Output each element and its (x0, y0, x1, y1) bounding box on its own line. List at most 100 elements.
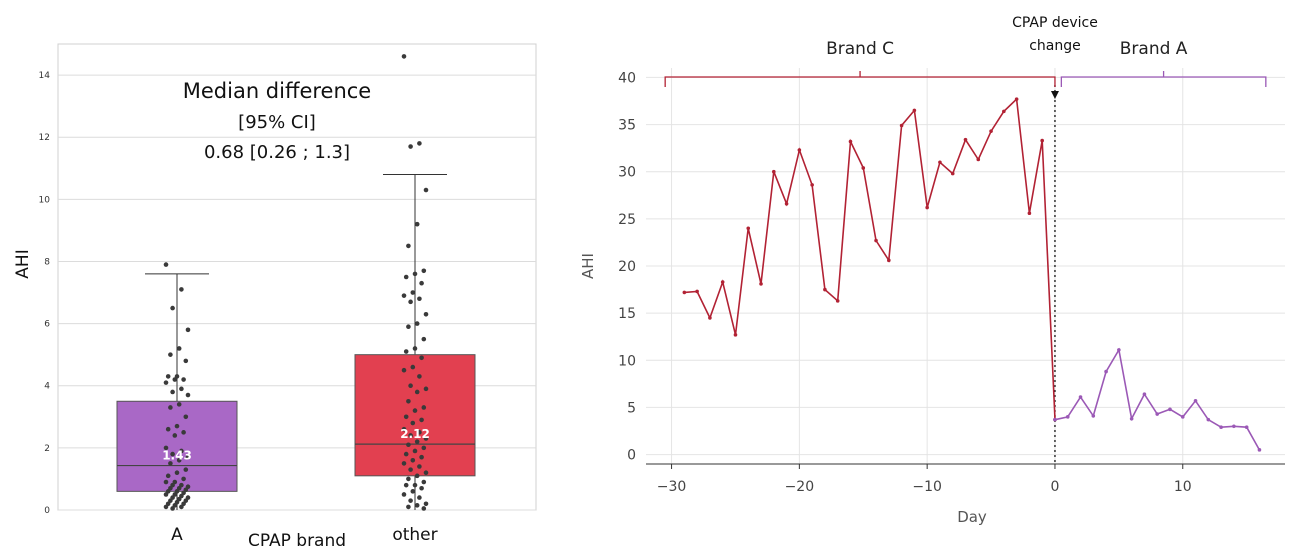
boxplot-data-point (168, 405, 173, 410)
boxplot-panel: 0 2 4 6 8 10 12 14 1.43 2.12 Median difference [… (13, 43, 537, 550)
device-change-line (1050, 85, 1059, 464)
series-point (989, 129, 993, 133)
boxplot-y-tick-label: 2 (44, 444, 50, 454)
series-point (835, 299, 840, 303)
boxplot-data-point (408, 299, 413, 305)
series-point (708, 316, 712, 320)
boxplot-data-point (165, 473, 171, 479)
series-point (1244, 425, 1249, 430)
boxplot-data-point (419, 417, 424, 423)
boxplot-median-label: 1.43 (162, 449, 192, 463)
boxplot-y-tick-label: 0 (44, 506, 50, 516)
boxplot-data-point (408, 383, 413, 389)
boxplot-data-point (406, 504, 411, 510)
boxplot-data-point (163, 445, 169, 451)
linechart-y-tick-label: 25 (618, 212, 636, 228)
boxplot-y-tick-label: 14 (39, 71, 51, 81)
boxplot-data-point (403, 482, 409, 488)
boxplot-box-A (116, 400, 238, 492)
linechart-annotations: Brand C Brand A CPAP device change (664, 15, 1267, 87)
boxplot-y-tick-label: 10 (39, 195, 51, 205)
linechart-x-tick-label: −20 (785, 479, 815, 495)
series-point (1065, 415, 1070, 419)
boxplot-data-point (168, 352, 173, 357)
boxplot-data-point (406, 398, 411, 404)
boxplot-data-point (172, 377, 178, 382)
boxplot-data-point (165, 426, 171, 432)
boxplot-data-point (421, 336, 427, 342)
linechart-x-tick-label: −30 (657, 479, 687, 495)
boxplot-y-ticks: 0 2 4 6 8 10 12 14 (39, 71, 51, 516)
boxplot-data-point (163, 380, 169, 385)
boxplot-data-point (181, 377, 186, 382)
boxplot-data-point (163, 492, 169, 497)
series-point (810, 183, 814, 187)
boxplot-data-point (185, 392, 191, 398)
series-point (1027, 211, 1032, 215)
linechart-x-axis-label: Day (957, 508, 987, 526)
boxplot-data-point (179, 504, 184, 510)
series-line-brand-c (684, 97, 1056, 420)
boxplot-data-point (170, 451, 175, 457)
series-point (695, 289, 699, 294)
linechart-y-tick-label: 0 (627, 448, 636, 464)
device-change-arrowhead (1050, 91, 1059, 99)
series-point (848, 139, 853, 144)
series-point (963, 137, 968, 142)
boxplot-data-point (410, 364, 416, 370)
boxplot-data-point (170, 305, 175, 311)
series-point (925, 205, 929, 210)
linechart-y-tick-label: 35 (618, 118, 636, 134)
boxplot-y-tick-label: 12 (39, 133, 50, 143)
linechart-y-ticks: 0 5 10 15 20 25 30 35 40 (618, 70, 636, 463)
boxplot-y-tick-label: 6 (44, 320, 50, 330)
boxplot-data-point (421, 445, 427, 451)
series-point (682, 290, 687, 295)
boxplot-data-point (179, 287, 184, 292)
boxplot-box-other (354, 354, 476, 477)
boxplot-data-point (183, 467, 189, 472)
series-point (1193, 399, 1198, 403)
boxplot-data-point (412, 271, 418, 277)
boxplot-data-point (410, 290, 416, 295)
boxplot-data-point (406, 476, 411, 482)
boxplot-data-point (401, 461, 407, 466)
boxplot-median-labels: 1.43 2.12 (162, 427, 430, 462)
boxplot-data-point (419, 280, 424, 286)
boxplot-data-point (403, 451, 409, 457)
boxplot-data-point (163, 262, 169, 267)
boxplot-data-point (163, 504, 169, 510)
boxplot-data-point (410, 420, 416, 426)
linechart-x-tick-label: −10 (912, 479, 942, 495)
boxplot-data-point (423, 187, 429, 193)
boxplot-data-point (414, 389, 420, 395)
boxplot-data-point (421, 506, 427, 511)
series-point (1014, 97, 1019, 101)
linechart-y-tick-label: 5 (627, 400, 636, 416)
series-point (1078, 395, 1083, 399)
boxplot-data-point (401, 426, 407, 432)
boxplot-data-point (401, 293, 407, 298)
series-point (823, 287, 827, 292)
device-change-label-line-2: change (1029, 38, 1081, 54)
boxplot-data-point (423, 436, 429, 441)
boxplot-data-point (181, 476, 186, 482)
series-point (1206, 417, 1211, 422)
series-point (797, 148, 802, 152)
series-point (1219, 425, 1223, 430)
boxplot-y-axis-label: AHI (13, 249, 33, 278)
boxplot-data-point (185, 454, 191, 460)
boxplot-annotation-line-2: [95% CI] (238, 112, 316, 133)
boxplot-data-point (183, 358, 189, 364)
boxplot-data-point (168, 461, 173, 466)
linechart-y-tick-label: 30 (618, 165, 636, 181)
boxplot-data-point (417, 495, 422, 500)
boxplot-data-point (176, 457, 182, 463)
linechart-y-tick-label: 20 (618, 259, 636, 275)
series-point (772, 169, 776, 174)
boxplot-data-point (176, 402, 182, 407)
boxplot-data-point (170, 506, 175, 511)
boxplot-annotation-line-3: 0.68 [0.26 ; 1.3] (204, 142, 350, 163)
